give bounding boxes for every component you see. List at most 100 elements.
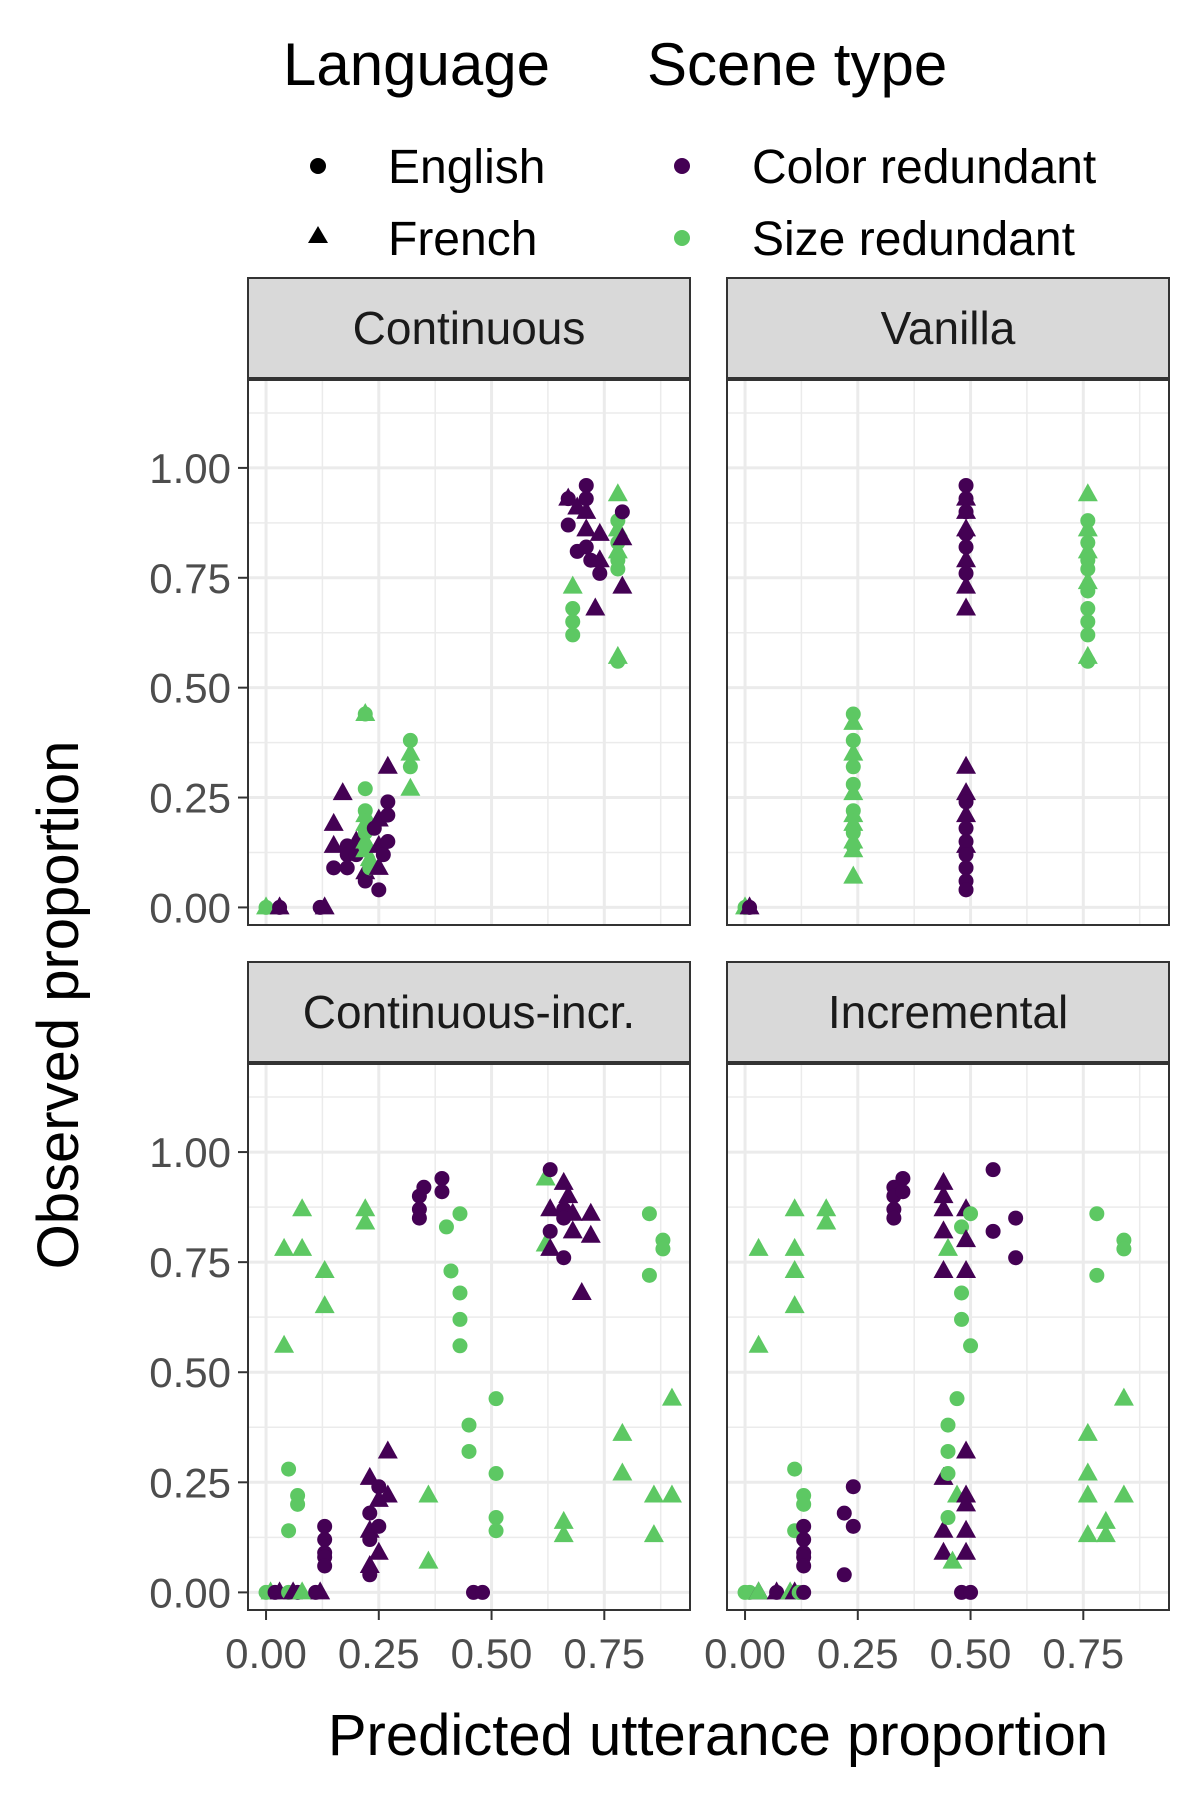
data-point-triangle (843, 865, 864, 884)
data-point-triangle (956, 575, 977, 594)
data-point-circle (380, 807, 396, 823)
data-point-triangle (933, 1185, 954, 1204)
data-point-triangle (292, 1237, 313, 1256)
data-point-triangle (612, 575, 633, 594)
facet-strip-label: Vanilla (881, 302, 1016, 354)
x-tick-label: 0.75 (563, 1630, 645, 1677)
data-point-circle (281, 1523, 297, 1539)
data-point-triangle (1095, 1510, 1116, 1529)
data-point-circle (940, 1443, 956, 1459)
data-point-circle (1080, 653, 1096, 669)
data-point-triangle (558, 1185, 579, 1204)
y-tick-label: 0.25 (149, 775, 231, 822)
y-tick-label: 1.00 (149, 445, 231, 492)
data-point-circle (452, 1338, 468, 1354)
data-point-circle (411, 1210, 427, 1226)
data-point-triangle (956, 487, 977, 506)
data-point-circle (845, 759, 861, 775)
data-point-triangle (418, 1550, 439, 1569)
data-point-circle (317, 1532, 333, 1548)
data-point-triangle (933, 1171, 954, 1190)
data-point-circle (488, 1523, 504, 1539)
data-point-triangle (314, 1259, 335, 1278)
data-point-triangle (956, 1541, 977, 1560)
x-tick-label: 0.75 (1042, 1630, 1124, 1677)
data-point-triangle (816, 1198, 837, 1217)
data-point-triangle (274, 1334, 295, 1353)
data-point-circle (578, 491, 594, 507)
panel-incremental: Incremental 0.00 0.25 0.50 0.75 (704, 961, 1170, 1677)
data-point-circle (542, 1162, 558, 1178)
data-point-triangle (1113, 1387, 1134, 1406)
data-point-triangle (1077, 571, 1098, 590)
data-point-circle (362, 1532, 378, 1548)
data-point-circle (1089, 1267, 1105, 1283)
legend-key-french-triangle (308, 226, 328, 243)
data-point-triangle (400, 777, 421, 796)
data-point-triangle (540, 1198, 561, 1217)
data-point-circle (845, 732, 861, 748)
data-point-triangle (1077, 540, 1098, 559)
data-point-triangle (576, 500, 597, 519)
legend-key-english-circle (310, 158, 326, 174)
data-point-triangle (661, 1484, 682, 1503)
data-point-circle (954, 1311, 970, 1327)
data-point-triangle (933, 1541, 954, 1560)
data-point-circle (985, 1223, 1001, 1239)
data-point-triangle (553, 1510, 574, 1529)
data-point-triangle (843, 742, 864, 761)
data-point-circle (317, 1558, 333, 1574)
x-tick-label: 0.00 (225, 1630, 307, 1677)
data-point-triangle (359, 1519, 380, 1538)
facet-strip (247, 961, 691, 1063)
data-point-circle (796, 1584, 812, 1600)
data-point-triangle (562, 1220, 583, 1239)
data-point-triangle (748, 1237, 769, 1256)
y-tick-label: 0.75 (149, 555, 231, 602)
data-point-triangle (956, 782, 977, 801)
data-point-triangle (314, 896, 335, 915)
data-point-circle (958, 794, 974, 810)
data-point-circle (565, 614, 581, 630)
data-point-circle (452, 1285, 468, 1301)
data-point-triangle (355, 703, 376, 722)
data-point-circle (357, 781, 373, 797)
x-tick-label: 0.50 (930, 1630, 1012, 1677)
data-point-circle (796, 1532, 812, 1548)
data-point-triangle (355, 1211, 376, 1230)
data-point-triangle (332, 782, 353, 801)
legend: Language Scene type English French Color… (283, 31, 1096, 266)
y-tick-label: 0.75 (149, 1239, 231, 1286)
data-point-circle (845, 1479, 861, 1495)
data-point-circle (845, 1518, 861, 1534)
x-tick-label: 0.25 (338, 1630, 420, 1677)
data-point-triangle (589, 522, 610, 541)
data-point-triangle (956, 1493, 977, 1512)
legend-label-french: French (388, 213, 537, 266)
data-point-circle (488, 1510, 504, 1526)
data-point-circle (985, 1162, 1001, 1178)
data-point-triangle (956, 1440, 977, 1459)
data-point-triangle (612, 1422, 633, 1441)
data-point-circle (556, 1250, 572, 1266)
data-point-circle (963, 1206, 979, 1222)
data-point-circle (317, 1518, 333, 1534)
panel-background (248, 1064, 690, 1610)
panel-border (726, 1063, 1170, 1611)
data-point-triangle (1077, 1422, 1098, 1441)
data-point-triangle (368, 1541, 389, 1560)
data-point-triangle (359, 1554, 380, 1573)
data-point-triangle (843, 812, 864, 831)
data-point-triangle (956, 500, 977, 519)
data-point-circle (258, 899, 274, 915)
data-point-triangle (784, 1198, 805, 1217)
panel-background (248, 380, 690, 925)
data-point-circle (416, 1179, 432, 1195)
data-point-circle (578, 477, 594, 493)
data-point-circle (402, 732, 418, 748)
data-point-triangle (938, 1237, 958, 1256)
data-point-circle (452, 1206, 468, 1222)
data-point-circle (461, 1417, 477, 1433)
panel-background (727, 380, 1169, 925)
data-point-triangle (571, 1281, 592, 1300)
